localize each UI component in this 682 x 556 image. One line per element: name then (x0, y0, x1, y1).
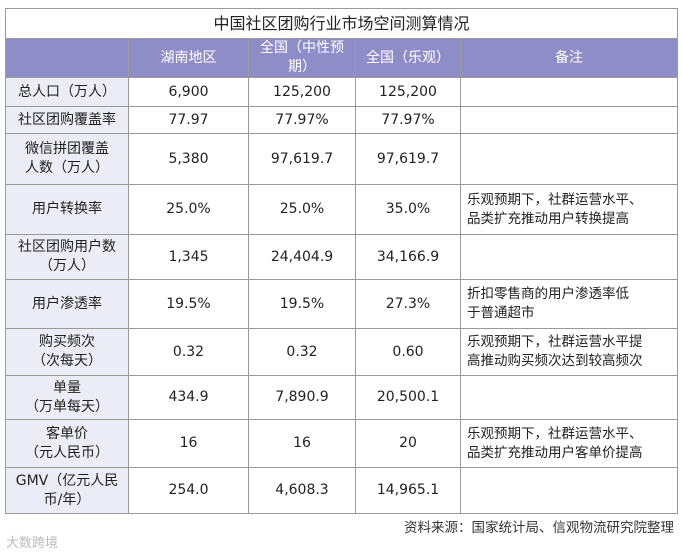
table-wrap: 中国社区团购行业市场空间测算情况 湖南地区 全国（中性预期） 全国（乐观） 备注总人口… (5, 8, 678, 514)
value-cell: 77.97 (128, 106, 249, 134)
note-cell (460, 133, 678, 185)
cell-line: 品类扩充推动用户客单价提高 (467, 444, 643, 461)
cell-line: 社区团购覆盖率 (18, 111, 116, 128)
row: 社区团购覆盖率 77.97 77.97% 77.97% (5, 106, 678, 134)
value-cell: 125,200 (355, 77, 461, 107)
value-cell: 254.0 (128, 467, 249, 514)
header-row: 湖南地区 全国（中性预期） 全国（乐观） 备注 (5, 38, 678, 78)
value-cell: 19.5% (248, 279, 356, 329)
cell-line: （万人） (39, 258, 95, 274)
cell-line: 高推动购买频次达到较高频次 (467, 353, 643, 369)
value-cell: 35.0% (355, 184, 461, 235)
value-cell: 5,380 (128, 133, 249, 185)
cell-line: 折扣零售商的用户渗透率低 (467, 286, 629, 302)
note-cell (460, 106, 678, 134)
cell-line: 单量 (53, 379, 81, 396)
value-cell: 25.0% (128, 184, 249, 235)
note-cell (460, 234, 678, 280)
cell-line: 于普通超市 (467, 305, 535, 321)
cell-line: 用户转换率 (32, 201, 102, 217)
cell-line: 用户渗透率 (32, 295, 102, 312)
note-cell (460, 375, 678, 420)
row-label: 社区团购用户数 （万人） (5, 234, 129, 280)
value-cell: 0.32 (128, 328, 249, 376)
row: 社区团购用户数 （万人） 1,345 24,404.9 34,166.9 (5, 234, 678, 280)
cell-line: GMV（亿元人民 (15, 472, 119, 489)
table-title: 中国社区团购行业市场空间测算情况 (5, 8, 678, 39)
table: 中国社区团购行业市场空间测算情况 湖南地区 全国（中性预期） 全国（乐观） 备注总人口… (5, 8, 678, 514)
cell-line: 乐观预期下，社群运营水平、 (467, 425, 643, 442)
value-cell: 0.32 (248, 328, 356, 376)
row-label: 总人口（万人） (5, 77, 129, 107)
row: 总人口（万人） 6,900 125,200 125,200 (5, 77, 678, 107)
value-cell: 434.9 (128, 375, 249, 420)
note-cell (460, 77, 678, 107)
watermark: 大数跨境 (6, 536, 59, 551)
cell-line: 乐观预期下，社群运营水平提 (467, 334, 643, 350)
value-cell: 20 (355, 419, 461, 468)
cell-line: 人数（万人） (25, 160, 109, 176)
cell-line: 社区团购用户数 (18, 239, 116, 255)
value-cell: 19.5% (128, 279, 249, 329)
value-cell: 14,965.1 (355, 467, 461, 514)
cell-line: 乐观预期下，社群运营水平、 (467, 191, 643, 208)
cell-line: 客单价 (46, 425, 88, 442)
header-cell: 湖南地区 (128, 38, 249, 78)
note-cell (460, 467, 678, 514)
value-cell: 27.3% (355, 279, 461, 329)
value-cell: 4,608.3 (248, 467, 356, 514)
row: 单量 （万单每天） 434.9 7,890.9 20,500.1 (5, 375, 678, 420)
row: 客单价 （元人民币） 16 16 20 乐观预期下，社群运营水平、 品类扩充推动用户客单价提… (5, 419, 678, 468)
value-cell: 34,166.9 (355, 234, 461, 280)
value-cell: 1,345 (128, 234, 249, 280)
value-cell: 77.97% (355, 106, 461, 134)
cell-line: 购买频次 (39, 334, 95, 350)
row-label: 微信拼团覆盖 人数（万人） (5, 133, 129, 185)
row: 微信拼团覆盖 人数（万人） 5,380 97,619.7 97,619.7 (5, 133, 678, 185)
value-cell: 16 (128, 419, 249, 468)
value-cell: 97,619.7 (248, 133, 356, 185)
value-cell: 125,200 (248, 77, 356, 107)
row-label: 客单价 （元人民币） (5, 419, 129, 468)
row: GMV（亿元人民 币/年） 254.0 4,608.3 14,965.1 (5, 467, 678, 514)
value-cell: 97,619.7 (355, 133, 461, 185)
header-cell (5, 38, 129, 78)
value-cell: 6,900 (128, 77, 249, 107)
value-cell: 16 (248, 419, 356, 468)
note-cell: 折扣零售商的用户渗透率低 于普通超市 (460, 279, 678, 329)
cell-line: （元人民币） (25, 444, 109, 461)
header-cell: 备注 (460, 38, 678, 78)
title-row: 中国社区团购行业市场空间测算情况 (5, 8, 678, 39)
cell-line: 品类扩充推动用户转换提高 (467, 210, 629, 227)
value-cell: 7,890.9 (248, 375, 356, 420)
row-label: 用户渗透率 (5, 279, 129, 329)
value-cell: 77.97% (248, 106, 356, 134)
cell-line: （次每天） (32, 353, 102, 369)
row-label: 用户转换率 (5, 184, 129, 235)
cell-line: （万单每天） (25, 398, 109, 415)
value-cell: 25.0% (248, 184, 356, 235)
note-cell: 乐观预期下，社群运营水平、 品类扩充推动用户客单价提高 (460, 419, 678, 468)
cell-line: 总人口（万人） (18, 83, 116, 100)
value-cell: 20,500.1 (355, 375, 461, 420)
header-cell: 全国（乐观） (355, 38, 461, 78)
row-label: 购买频次 （次每天） (5, 328, 129, 376)
source: 资料来源：国家统计局、信观物流研究院整理 (404, 520, 674, 536)
note-cell: 乐观预期下，社群运营水平、 品类扩充推动用户转换提高 (460, 184, 678, 235)
header-cell: 全国（中性预期） (248, 38, 356, 78)
value-cell: 0.60 (355, 328, 461, 376)
row: 用户渗透率 19.5% 19.5% 27.3% 折扣零售商的用户渗透率低 于普通超市 (5, 279, 678, 329)
row-label: 单量 （万单每天） (5, 375, 129, 420)
value-cell: 24,404.9 (248, 234, 356, 280)
cell-line: 币/年） (43, 491, 91, 508)
row-label: GMV（亿元人民 币/年） (5, 467, 129, 514)
row: 用户转换率 25.0% 25.0% 35.0% 乐观预期下，社群运营水平、 品类扩充推动用… (5, 184, 678, 235)
cell-line: 微信拼团覆盖 (25, 141, 109, 157)
row: 购买频次 （次每天） 0.32 0.32 0.60 乐观预期下，社群运营水平提 高推动购买频… (5, 328, 678, 376)
note-cell: 乐观预期下，社群运营水平提 高推动购买频次达到较高频次 (460, 328, 678, 376)
row-label: 社区团购覆盖率 (5, 106, 129, 134)
